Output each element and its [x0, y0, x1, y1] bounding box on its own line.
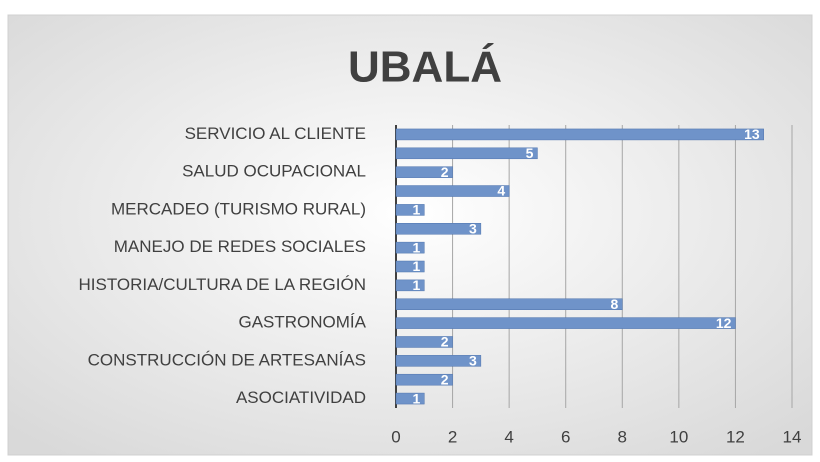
bar	[395, 373, 453, 386]
x-tick-label: 4	[504, 427, 513, 446]
bar	[395, 147, 538, 160]
y-tick-label: MANEJO DE REDES SOCIALES	[114, 237, 366, 256]
bar	[395, 392, 425, 405]
y-tick-label: ASOCIATIVIDAD	[236, 388, 366, 407]
x-tick-label: 2	[448, 427, 457, 446]
value-label: 2	[441, 164, 449, 180]
bar	[395, 241, 425, 254]
chart-title: UBALÁ	[348, 42, 502, 92]
x-tick-label: 0	[391, 427, 400, 446]
value-label: 1	[412, 258, 420, 274]
bar	[395, 317, 736, 329]
y-tick-label: CONSTRUCCIÓN DE ARTESANÍAS	[88, 350, 366, 369]
bar	[395, 128, 764, 141]
x-tick-label: 8	[618, 427, 627, 446]
value-label: 13	[744, 126, 760, 142]
value-label: 3	[469, 353, 477, 369]
value-label: 1	[412, 202, 420, 218]
value-label: 8	[610, 296, 618, 312]
value-label: 1	[412, 277, 420, 293]
bar	[395, 223, 482, 235]
bar	[395, 298, 623, 310]
value-label: 4	[497, 183, 505, 199]
y-tick-label: HISTORIA/CULTURA DE LA REGIÓN	[79, 275, 367, 294]
bar	[395, 185, 510, 197]
x-tick-label: 14	[783, 427, 802, 446]
value-label: 2	[441, 371, 449, 387]
bar	[395, 204, 425, 216]
value-label: 1	[412, 390, 420, 406]
y-tick-label: SERVICIO AL CLIENTE	[185, 124, 366, 143]
bar	[395, 355, 482, 367]
bar	[395, 279, 425, 292]
value-label: 2	[441, 334, 449, 350]
x-tick-label: 6	[561, 427, 570, 446]
value-label: 12	[716, 315, 732, 331]
bar	[395, 336, 453, 348]
value-label: 3	[469, 220, 477, 236]
value-label: 1	[412, 239, 420, 255]
x-tick-label: 10	[669, 427, 688, 446]
bar	[395, 260, 425, 273]
y-tick-label: MERCADEO (TURISMO RURAL)	[111, 199, 366, 218]
bar	[395, 166, 453, 178]
x-tick-label: 12	[726, 427, 745, 446]
value-label: 5	[526, 145, 534, 161]
y-tick-label: SALUD OCUPACIONAL	[182, 162, 366, 181]
y-tick-label: GASTRONOMÍA	[238, 313, 366, 332]
